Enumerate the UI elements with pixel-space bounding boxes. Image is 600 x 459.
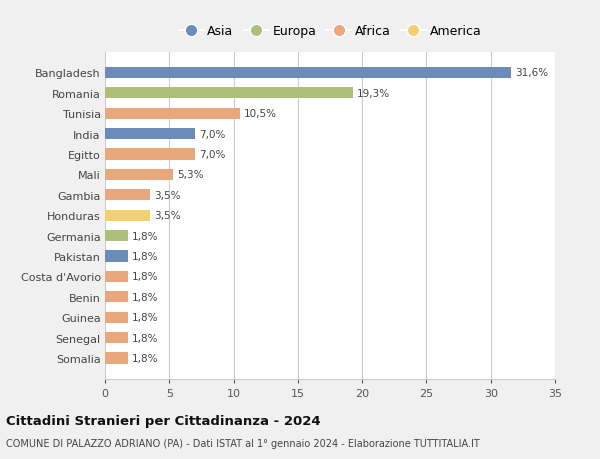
Bar xyxy=(105,129,195,140)
Bar xyxy=(105,271,128,282)
Text: Cittadini Stranieri per Cittadinanza - 2024: Cittadini Stranieri per Cittadinanza - 2… xyxy=(6,414,320,428)
Bar xyxy=(105,149,195,160)
Text: 1,8%: 1,8% xyxy=(132,353,158,363)
Bar xyxy=(105,251,128,262)
Bar xyxy=(105,190,150,201)
Bar xyxy=(105,291,128,303)
Text: 7,0%: 7,0% xyxy=(199,129,225,139)
Bar xyxy=(105,230,128,242)
Legend: Asia, Europa, Africa, America: Asia, Europa, Africa, America xyxy=(173,20,487,43)
Text: 5,3%: 5,3% xyxy=(177,170,203,180)
Text: 1,8%: 1,8% xyxy=(132,272,158,282)
Text: 1,8%: 1,8% xyxy=(132,231,158,241)
Bar xyxy=(105,332,128,343)
Text: 1,8%: 1,8% xyxy=(132,252,158,262)
Text: 10,5%: 10,5% xyxy=(244,109,277,119)
Bar xyxy=(105,210,150,221)
Bar xyxy=(105,312,128,323)
Text: 3,5%: 3,5% xyxy=(154,211,181,221)
Text: 1,8%: 1,8% xyxy=(132,313,158,323)
Bar xyxy=(105,67,511,79)
Text: 7,0%: 7,0% xyxy=(199,150,225,160)
Text: 1,8%: 1,8% xyxy=(132,292,158,302)
Bar xyxy=(105,169,173,180)
Bar xyxy=(105,88,353,99)
Bar xyxy=(105,108,240,119)
Text: COMUNE DI PALAZZO ADRIANO (PA) - Dati ISTAT al 1° gennaio 2024 - Elaborazione TU: COMUNE DI PALAZZO ADRIANO (PA) - Dati IS… xyxy=(6,438,480,448)
Bar xyxy=(105,353,128,364)
Text: 19,3%: 19,3% xyxy=(357,89,390,99)
Text: 31,6%: 31,6% xyxy=(515,68,548,78)
Text: 1,8%: 1,8% xyxy=(132,333,158,343)
Text: 3,5%: 3,5% xyxy=(154,190,181,201)
